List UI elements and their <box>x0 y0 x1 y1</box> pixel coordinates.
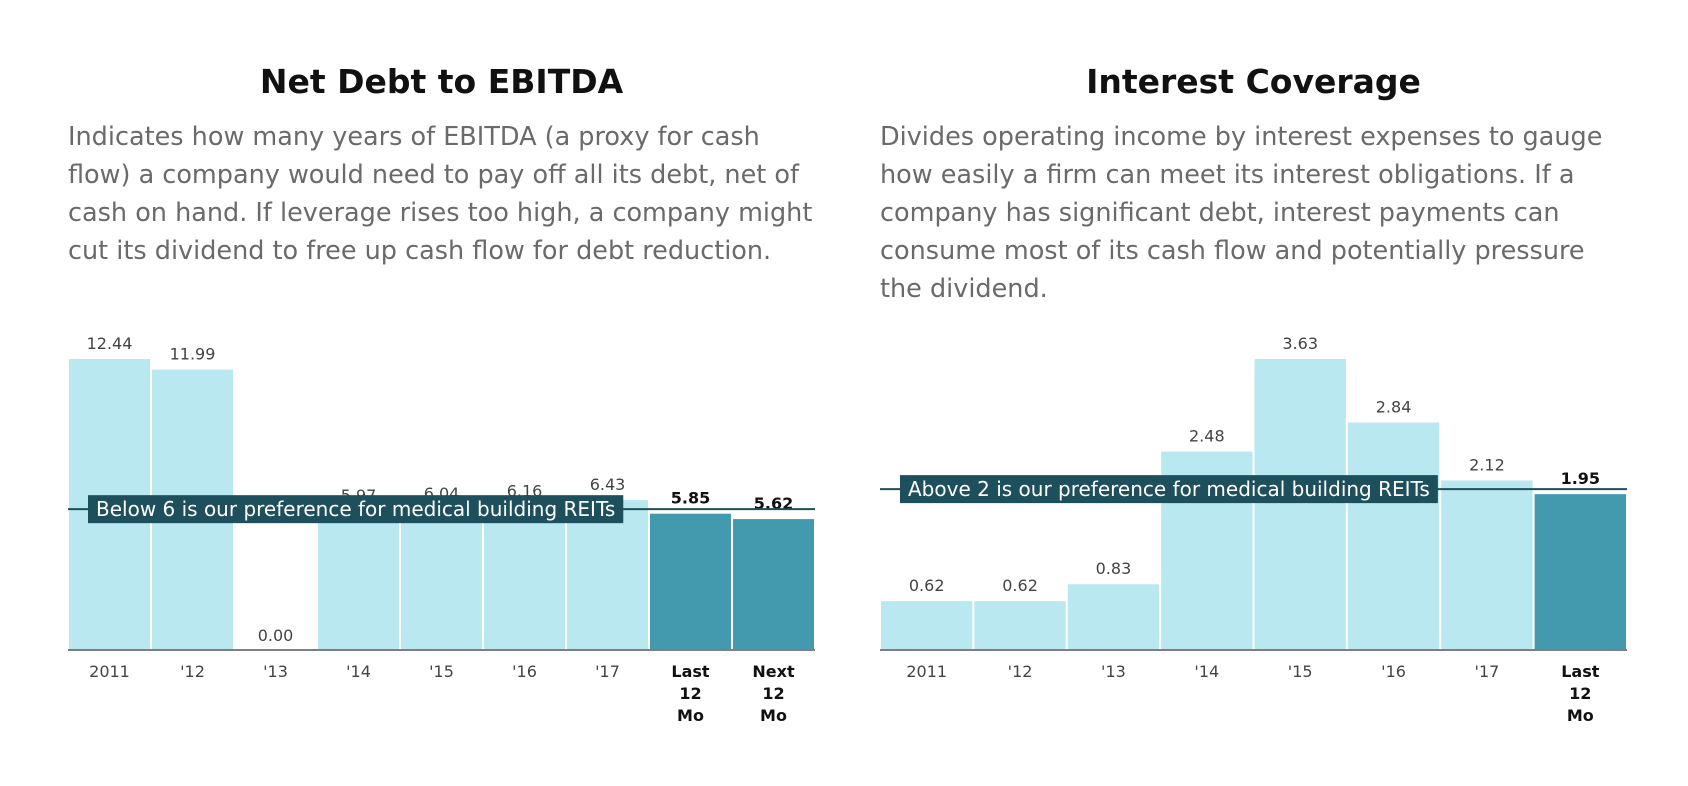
x-tick-label: 2011 <box>89 662 130 681</box>
bar <box>1345 420 1442 652</box>
x-tick-label: Last 12 Mo <box>671 662 710 725</box>
bar <box>879 599 975 651</box>
chart-description: Indicates how many years of EBITDA (a pr… <box>68 122 813 266</box>
interest-coverage-chart: 0.62 0.62 0.83 2.48 3.63 2.84 2.12 1.95 2011 '12 '… <box>879 334 1628 725</box>
x-tick-label-line: Next <box>752 662 795 681</box>
x-tick-label-line: Mo <box>760 706 787 725</box>
value-label: 11.99 <box>170 345 216 364</box>
value-label: 2.12 <box>1469 455 1505 474</box>
x-tick-label: '13 <box>263 662 288 681</box>
net-debt-chart: 12.4411.990.005.976.046.166.435.855.6220… <box>67 334 816 725</box>
x-tick-label-line: Last <box>671 662 710 681</box>
x-tick-label-line: 12 <box>1569 684 1591 703</box>
x-tick-label-line: 12 <box>762 684 784 703</box>
value-label: 1.95 <box>1561 469 1600 488</box>
x-tick-label-line: '13 <box>263 662 288 681</box>
value-label: 0.00 <box>258 626 294 645</box>
bars <box>879 357 1628 652</box>
bar <box>1065 582 1162 651</box>
x-tick-label-line: '16 <box>512 662 537 681</box>
chart-description: Divides operating income by interest exp… <box>880 122 1603 304</box>
x-tick-label: Last 12 Mo <box>1561 662 1600 725</box>
bar <box>1439 478 1535 652</box>
x-tick-label: 2011 <box>906 662 947 681</box>
x-tick-label-line: 2011 <box>906 662 947 681</box>
x-tick-label: '14 <box>1194 662 1219 681</box>
reference-label-box <box>900 475 1438 504</box>
reference-label: Below 6 is our preference for medical bu… <box>96 497 615 521</box>
bar <box>482 504 567 651</box>
x-tick-label-line: 12 <box>679 684 701 703</box>
value-label: 3.63 <box>1282 334 1318 353</box>
x-tick-label-line: '14 <box>1194 662 1219 681</box>
bar <box>648 511 733 651</box>
value-label: 12.44 <box>87 334 133 353</box>
x-tick-label: '16 <box>1381 662 1406 681</box>
value-labels: 0.62 0.62 0.83 2.48 3.63 2.84 2.12 1.95 <box>909 334 1600 595</box>
bar <box>1252 357 1348 651</box>
bar <box>731 517 816 652</box>
bar <box>316 508 401 651</box>
reference-label: Above 2 is our preference for medical bu… <box>908 477 1430 501</box>
x-tick-label-line: Mo <box>677 706 704 725</box>
bar <box>1532 492 1628 651</box>
bar <box>972 599 1068 651</box>
x-tick-label: '16 <box>512 662 537 681</box>
x-tick-label: '14 <box>346 662 371 681</box>
x-tick-label: '15 <box>1288 662 1313 681</box>
x-tick-labels: 2011 '12 '13 '14 '15 '16 '17 Last 12 Mo <box>906 662 1599 725</box>
chart-title: Net Debt to EBITDA <box>259 62 624 101</box>
x-tick-label-line: '13 <box>1101 662 1126 681</box>
reference-line: Below 6 is our preference for medical bu… <box>68 495 815 524</box>
x-tick-label-line: '16 <box>1381 662 1406 681</box>
value-label: 2.84 <box>1376 398 1412 417</box>
x-tick-label: '17 <box>595 662 620 681</box>
x-tick-label-line: '14 <box>346 662 371 681</box>
x-tick-label: Next 12 Mo <box>752 662 795 725</box>
x-tick-label-line: 2011 <box>89 662 130 681</box>
value-label: 6.43 <box>590 475 626 494</box>
x-tick-label-line: Mo <box>1567 706 1594 725</box>
x-tick-label-line: '17 <box>595 662 620 681</box>
x-tick-labels: 2011 '12 '13 '14 '15 '16 '17 Last 12 Mo Next 12 Mo <box>89 662 795 725</box>
value-label: 0.62 <box>909 576 945 595</box>
x-tick-label-line: '15 <box>1288 662 1313 681</box>
chart-title: Interest Coverage <box>1086 62 1421 101</box>
value-label: 0.83 <box>1096 559 1132 578</box>
x-tick-label-line: '15 <box>429 662 454 681</box>
x-tick-label: '12 <box>180 662 205 681</box>
x-tick-label-line: '12 <box>1008 662 1033 681</box>
value-label: 5.62 <box>754 494 793 513</box>
x-tick-label: '12 <box>1008 662 1033 681</box>
reference-line: Above 2 is our preference for medical bu… <box>880 475 1627 504</box>
x-tick-label: '17 <box>1475 662 1500 681</box>
value-label: 2.48 <box>1189 427 1225 446</box>
reference-label-box <box>88 495 624 524</box>
x-tick-label-line: '12 <box>180 662 205 681</box>
bar <box>399 507 484 651</box>
x-tick-label: '13 <box>1101 662 1126 681</box>
x-tick-label-line: '17 <box>1475 662 1500 681</box>
value-label: 0.62 <box>1002 576 1038 595</box>
x-tick-label: '15 <box>429 662 454 681</box>
x-tick-label-line: Last <box>1561 662 1600 681</box>
value-label: 5.85 <box>671 489 710 508</box>
